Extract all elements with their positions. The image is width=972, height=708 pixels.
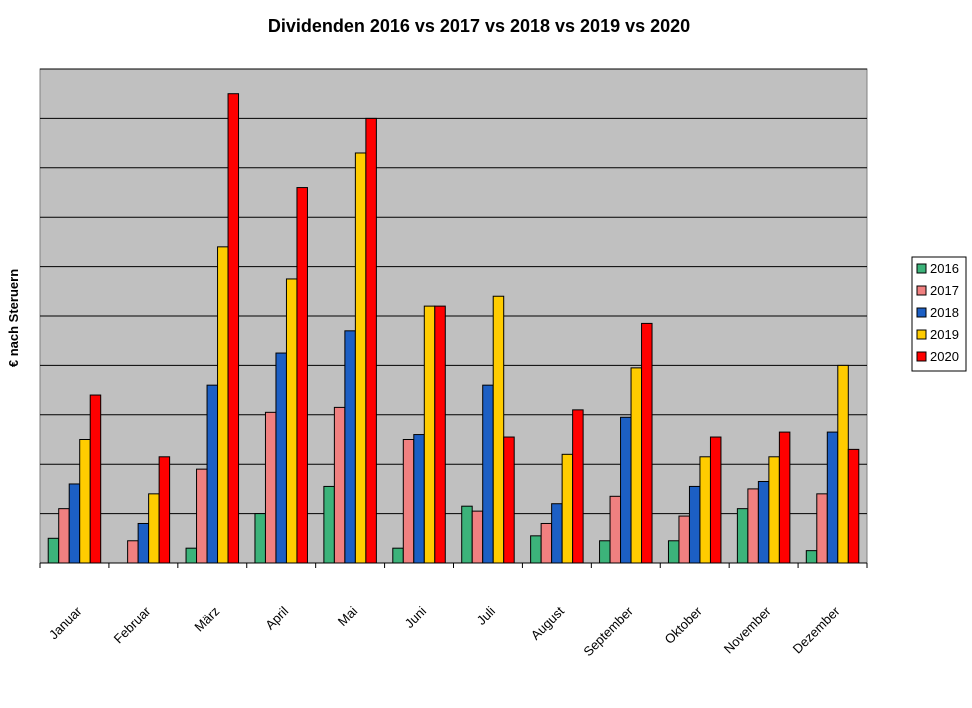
bar-2017-September: [609, 495, 622, 564]
x-tick-label: April: [262, 603, 291, 632]
legend-label-2017: 2017: [930, 283, 959, 298]
bar-2016-September: [599, 540, 611, 564]
bar-2017-Juni: [402, 439, 415, 564]
bar-2020-Mai: [365, 117, 377, 564]
x-tick-label: Oktober: [662, 603, 706, 647]
legend-swatch-2019: [916, 329, 927, 340]
bar-2018-April: [275, 352, 287, 564]
legend-label-2018: 2018: [930, 305, 959, 320]
x-tick-label: Juni: [402, 603, 430, 631]
bar-2017-Mai: [333, 406, 346, 564]
legend-label-2016: 2016: [930, 261, 959, 276]
legend-label-2019: 2019: [930, 327, 959, 342]
x-tick-label: Mai: [335, 603, 360, 628]
legend-swatch-2017: [916, 285, 927, 296]
x-tick-label: August: [528, 603, 567, 642]
bar-2016-August: [530, 535, 542, 564]
bar-2018-November: [757, 480, 770, 564]
bar-2017-Oktober: [678, 515, 690, 564]
bar-2020-Februar: [158, 456, 171, 564]
bar-2017-Dezember: [816, 493, 828, 564]
bar-2017-Januar: [58, 508, 70, 564]
bar-2019-November: [768, 456, 780, 564]
bar-2019-Januar: [79, 439, 91, 564]
x-tick-label: Dezember: [790, 603, 843, 656]
bar-2019-Juni: [423, 305, 436, 564]
bar-2018-Juli: [482, 384, 494, 564]
bar-2018-Oktober: [688, 485, 701, 564]
x-tick-label: November: [721, 603, 774, 656]
bar-2020-Juli: [503, 436, 515, 564]
x-axis: Januar Februar März April Mai Juni Juli August S…: [39, 562, 868, 659]
bar-2018-Dezember: [826, 431, 839, 564]
bar-2019-April: [285, 278, 298, 564]
bar-2020-Januar: [89, 394, 102, 564]
bar-2016-April: [254, 513, 266, 564]
bar-2017-August: [540, 522, 553, 564]
bar-2020-Juni: [434, 305, 446, 564]
x-tick-label: September: [580, 603, 636, 659]
bar-2018-August: [551, 503, 563, 564]
bar-2019-August: [561, 453, 574, 564]
bar-2020-Oktober: [709, 436, 722, 564]
x-tick-label: Juli: [474, 603, 498, 627]
bar-2016-März: [185, 547, 198, 564]
bar-2016-Januar: [47, 537, 60, 564]
bar-2017-November: [747, 488, 759, 564]
bar-2019-März: [217, 246, 229, 564]
legend-swatch-2018: [916, 307, 927, 318]
bar-2016-Juli: [461, 505, 473, 564]
bar-2017-Februar: [127, 540, 139, 564]
bar-2018-März: [206, 384, 219, 564]
bars-group: [47, 93, 860, 564]
bar-2019-Mai: [354, 152, 367, 564]
bar-2020-September: [641, 322, 653, 564]
bar-2019-Dezember: [837, 364, 849, 564]
bar-2020-April: [296, 187, 308, 564]
y-axis-label: € nach Steruern: [6, 269, 21, 367]
bar-2019-Oktober: [699, 456, 711, 564]
bar-2016-Juni: [392, 547, 404, 564]
bar-2019-Februar: [148, 493, 160, 564]
bar-2018-September: [620, 416, 632, 564]
bar-2020-August: [572, 409, 584, 564]
bar-2018-Mai: [344, 330, 356, 564]
bar-2018-Januar: [68, 483, 81, 564]
bar-2016-Dezember: [805, 550, 818, 564]
bar-2019-Juli: [492, 295, 505, 564]
bar-2020-Dezember: [847, 448, 860, 564]
bar-2017-Juli: [471, 510, 484, 564]
x-tick-label: März: [191, 604, 222, 635]
x-tick-label: Februar: [111, 603, 154, 646]
bar-2018-Februar: [137, 522, 150, 564]
legend: 2016 2017 2018 2019 2020: [911, 256, 967, 372]
bar-2020-November: [778, 431, 791, 564]
bar-2020-März: [227, 93, 240, 564]
bar-2019-September: [630, 367, 643, 564]
legend-swatch-2016: [916, 263, 927, 274]
bar-2018-Juni: [413, 434, 425, 564]
bar-2017-März: [196, 468, 208, 564]
x-tick-label: Januar: [46, 603, 85, 642]
bar-2017-April: [264, 411, 277, 564]
bar-2016-November: [736, 508, 749, 564]
plot-area: [39, 68, 868, 564]
chart-title: Dividenden 2016 vs 2017 vs 2018 vs 2019 …: [268, 16, 690, 36]
bar-2016-Mai: [323, 485, 335, 564]
legend-label-2020: 2020: [930, 349, 959, 364]
bar-2016-Oktober: [667, 540, 680, 564]
legend-swatch-2020: [916, 351, 927, 362]
